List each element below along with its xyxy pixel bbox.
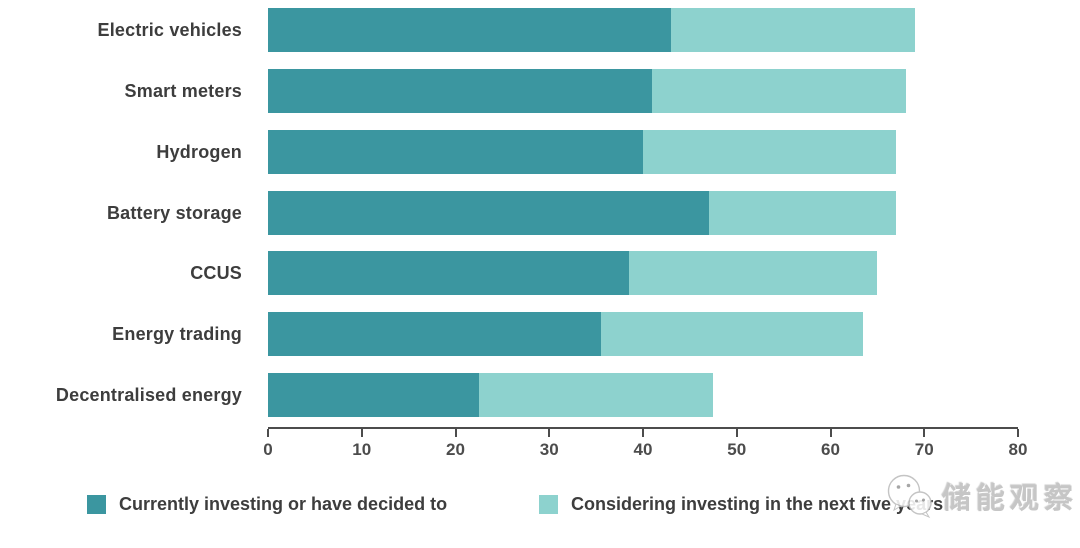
x-axis-tick — [267, 429, 269, 437]
x-axis-tick-label: 70 — [914, 440, 934, 459]
legend-swatch-currently-investing — [87, 495, 106, 514]
x-axis-tick-label: 30 — [539, 440, 559, 459]
bar-segment-currently-investing — [268, 130, 643, 174]
bar-segment-considering-investing — [628, 251, 878, 295]
x-axis-tick — [1017, 429, 1019, 437]
bar-row: Electric vehicles — [0, 8, 1080, 52]
bar-segment-considering-investing — [478, 373, 714, 417]
category-label: Smart meters — [124, 80, 242, 101]
bar-segment-considering-investing — [671, 8, 915, 52]
bar-segment-currently-investing — [268, 8, 672, 52]
legend-item-currently-investing: Currently investing or have decided to — [87, 494, 447, 515]
legend-label-considering-investing: Considering investing in the next five y… — [571, 494, 944, 514]
bar-segment-currently-investing — [268, 373, 479, 417]
x-axis-tick-label: 40 — [633, 440, 653, 459]
x-axis-tick — [735, 429, 738, 437]
bar-row: Hydrogen — [0, 130, 1080, 174]
bar-row: Energy trading — [0, 312, 1080, 356]
category-label: Battery storage — [106, 202, 242, 223]
bar-row: Decentralised energy — [0, 373, 1080, 417]
category-label: Electric vehicles — [97, 19, 242, 40]
bar-row: CCUS — [0, 251, 1080, 295]
legend-item-considering-investing: Considering investing in the next five y… — [539, 494, 943, 515]
bar-row: Battery storage — [0, 191, 1080, 235]
category-label: Decentralised energy — [55, 384, 242, 405]
x-axis-tick — [454, 429, 457, 437]
x-axis-tick — [548, 429, 551, 437]
x-axis-tick-label: 20 — [446, 440, 465, 459]
category-label: Energy trading — [112, 323, 242, 344]
x-axis-tick — [642, 429, 644, 437]
x-axis-tick-label: 10 — [352, 440, 372, 459]
watermark-text: 储能观察 — [942, 483, 1079, 515]
bar-segment-currently-investing — [268, 251, 629, 295]
x-axis-tick — [360, 429, 363, 437]
bar-segment-considering-investing — [600, 312, 864, 356]
x-axis-tick-label: 80 — [1008, 440, 1028, 459]
category-label: Hydrogen — [156, 141, 242, 162]
legend-swatch-considering-investing — [539, 495, 558, 514]
x-axis-tick — [829, 429, 832, 437]
bar-segment-considering-investing — [708, 191, 897, 235]
category-label: CCUS — [190, 262, 242, 283]
bar-segment-currently-investing — [268, 312, 601, 356]
x-axis-tick-label: 50 — [727, 440, 747, 459]
x-axis-line — [268, 427, 1018, 429]
bar-segment-currently-investing — [268, 69, 653, 113]
bar-row: Smart meters — [0, 69, 1080, 113]
x-axis-tick-label: 60 — [821, 440, 840, 459]
bar-segment-considering-investing — [652, 69, 906, 113]
bar-segment-considering-investing — [643, 130, 897, 174]
legend-label-currently-investing: Currently investing or have decided to — [119, 494, 448, 514]
bar-segment-currently-investing — [268, 191, 709, 235]
x-axis-tick — [923, 429, 926, 437]
x-axis-tick-label: 0 — [263, 440, 273, 459]
x-axis: 0 10 20 30 40 50 60 70 80 — [263, 427, 1027, 469]
